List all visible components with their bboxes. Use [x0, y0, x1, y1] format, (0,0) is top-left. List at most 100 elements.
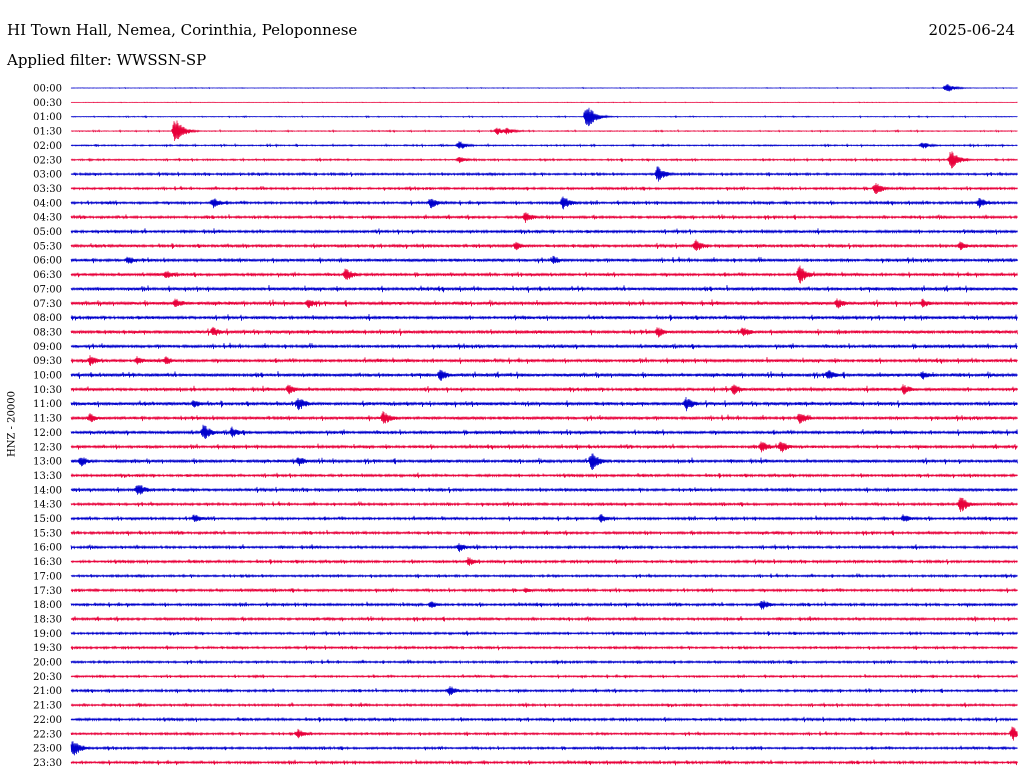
row-time-label: 01:00: [33, 112, 62, 123]
seismic-trace: [70, 453, 1018, 470]
seismic-trace: [70, 265, 1018, 284]
row-time-label: 16:00: [33, 543, 62, 554]
row-time-label: 08:00: [33, 313, 62, 324]
row-time-label: 05:00: [33, 227, 62, 238]
row-time-label: 00:00: [33, 84, 62, 95]
station-title: HI Town Hall, Nemea, Corinthia, Peloponn…: [7, 21, 358, 39]
row-time-label: 13:00: [33, 457, 62, 468]
seismic-trace: [70, 141, 1018, 149]
seismic-trace: [70, 615, 1018, 622]
row-time-label: 09:00: [33, 342, 62, 353]
row-time-label: 14:00: [33, 485, 62, 496]
row-time-label: 19:30: [33, 643, 62, 654]
seismic-trace: [70, 228, 1018, 235]
row-time-label: 15:30: [33, 528, 62, 539]
seismic-trace: [70, 166, 1018, 182]
seismic-trace: [70, 384, 1018, 395]
filter-label: Applied filter: WWSSN-SP: [7, 51, 207, 69]
seismic-trace: [70, 196, 1018, 210]
row-time-label: 19:00: [33, 629, 62, 640]
row-time-label: 00:30: [33, 98, 62, 109]
seismic-trace: [70, 84, 1018, 92]
row-time-label: 09:30: [33, 356, 62, 367]
seismic-trace: [70, 396, 1018, 412]
row-time-label: 07:30: [33, 299, 62, 310]
row-time-label: 04:00: [33, 198, 62, 209]
row-time-label: 12:00: [33, 428, 62, 439]
seismic-trace: [70, 472, 1018, 479]
row-time-label: 03:00: [33, 170, 62, 181]
row-time-label: 07:00: [33, 284, 62, 295]
seismic-trace: [70, 107, 1018, 127]
row-time-label: 02:00: [33, 141, 62, 152]
seismic-trace: [70, 600, 1018, 610]
row-time-label: 16:30: [33, 557, 62, 568]
row-time-label: 15:00: [33, 514, 62, 525]
row-time-label: 14:30: [33, 500, 62, 511]
row-time-label: 06:30: [33, 270, 62, 281]
row-time-label: 11:00: [33, 399, 62, 410]
seismic-trace: [70, 101, 1018, 104]
seismic-trace: [70, 424, 1018, 440]
seismic-trace: [70, 284, 1018, 293]
seismic-trace: [70, 298, 1018, 309]
seismic-trace: [70, 573, 1018, 579]
seismic-trace: [70, 673, 1018, 679]
row-time-label: 01:30: [33, 127, 62, 138]
seismic-trace: [70, 716, 1018, 723]
seismic-trace: [70, 151, 1018, 169]
row-time-label: 10:30: [33, 385, 62, 396]
row-time-label: 22:30: [33, 729, 62, 740]
row-time-label: 22:00: [33, 715, 62, 726]
row-time-label: 11:30: [33, 414, 62, 425]
seismic-trace: [70, 587, 1018, 594]
seismic-trace: [70, 543, 1018, 553]
row-time-label: 03:30: [33, 184, 62, 195]
row-time-label: 13:30: [33, 471, 62, 482]
seismic-trace: [70, 441, 1018, 453]
seismic-trace: [70, 514, 1018, 523]
row-time-label: 20:00: [33, 658, 62, 669]
row-time-label: 18:00: [33, 600, 62, 611]
seismic-trace: [70, 759, 1018, 766]
seismic-trace: [70, 355, 1018, 366]
row-time-label: 06:00: [33, 256, 62, 267]
seismic-trace: [70, 726, 1018, 741]
seismic-trace: [70, 556, 1018, 566]
seismic-trace: [70, 659, 1018, 665]
seismic-trace: [70, 741, 1018, 756]
row-time-label: 23:30: [33, 758, 62, 769]
seismic-trace: [70, 645, 1018, 651]
seismic-trace: [70, 485, 1018, 495]
seismic-trace: [70, 314, 1018, 322]
row-time-label: 18:30: [33, 614, 62, 625]
seismic-trace: [70, 529, 1018, 536]
row-time-label: 20:30: [33, 672, 62, 683]
row-time-label: 08:30: [33, 327, 62, 338]
seismic-trace: [70, 182, 1018, 194]
row-time-label: 05:30: [33, 241, 62, 252]
seismic-trace: [70, 326, 1018, 338]
record-date: 2025-06-24: [928, 21, 1015, 39]
row-time-label: 10:00: [33, 371, 62, 382]
row-time-label: 21:00: [33, 686, 62, 697]
row-time-label: 12:30: [33, 442, 62, 453]
seismic-trace: [70, 411, 1018, 424]
row-time-label: 02:30: [33, 155, 62, 166]
row-time-label: 04:30: [33, 213, 62, 224]
seismic-trace: [70, 497, 1018, 513]
seismic-trace: [70, 120, 1018, 142]
row-time-label: 23:00: [33, 744, 62, 755]
row-time-label: 17:30: [33, 586, 62, 597]
seismic-trace: [70, 369, 1018, 381]
row-time-label: 21:30: [33, 701, 62, 712]
row-time-label: 17:00: [33, 571, 62, 582]
seismic-trace: [70, 255, 1018, 265]
seismic-trace: [70, 342, 1018, 350]
seismic-trace: [70, 702, 1018, 708]
seismic-trace: [70, 212, 1018, 224]
seismic-trace: [70, 686, 1018, 696]
seismic-trace: [70, 239, 1018, 251]
seismic-trace: [70, 630, 1018, 636]
